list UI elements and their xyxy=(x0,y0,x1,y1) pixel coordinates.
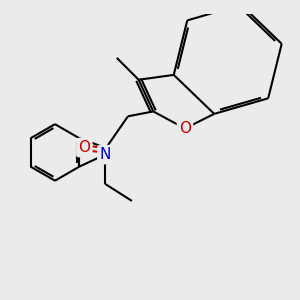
Text: O: O xyxy=(78,140,90,155)
Text: N: N xyxy=(99,147,111,162)
Text: O: O xyxy=(179,121,191,136)
